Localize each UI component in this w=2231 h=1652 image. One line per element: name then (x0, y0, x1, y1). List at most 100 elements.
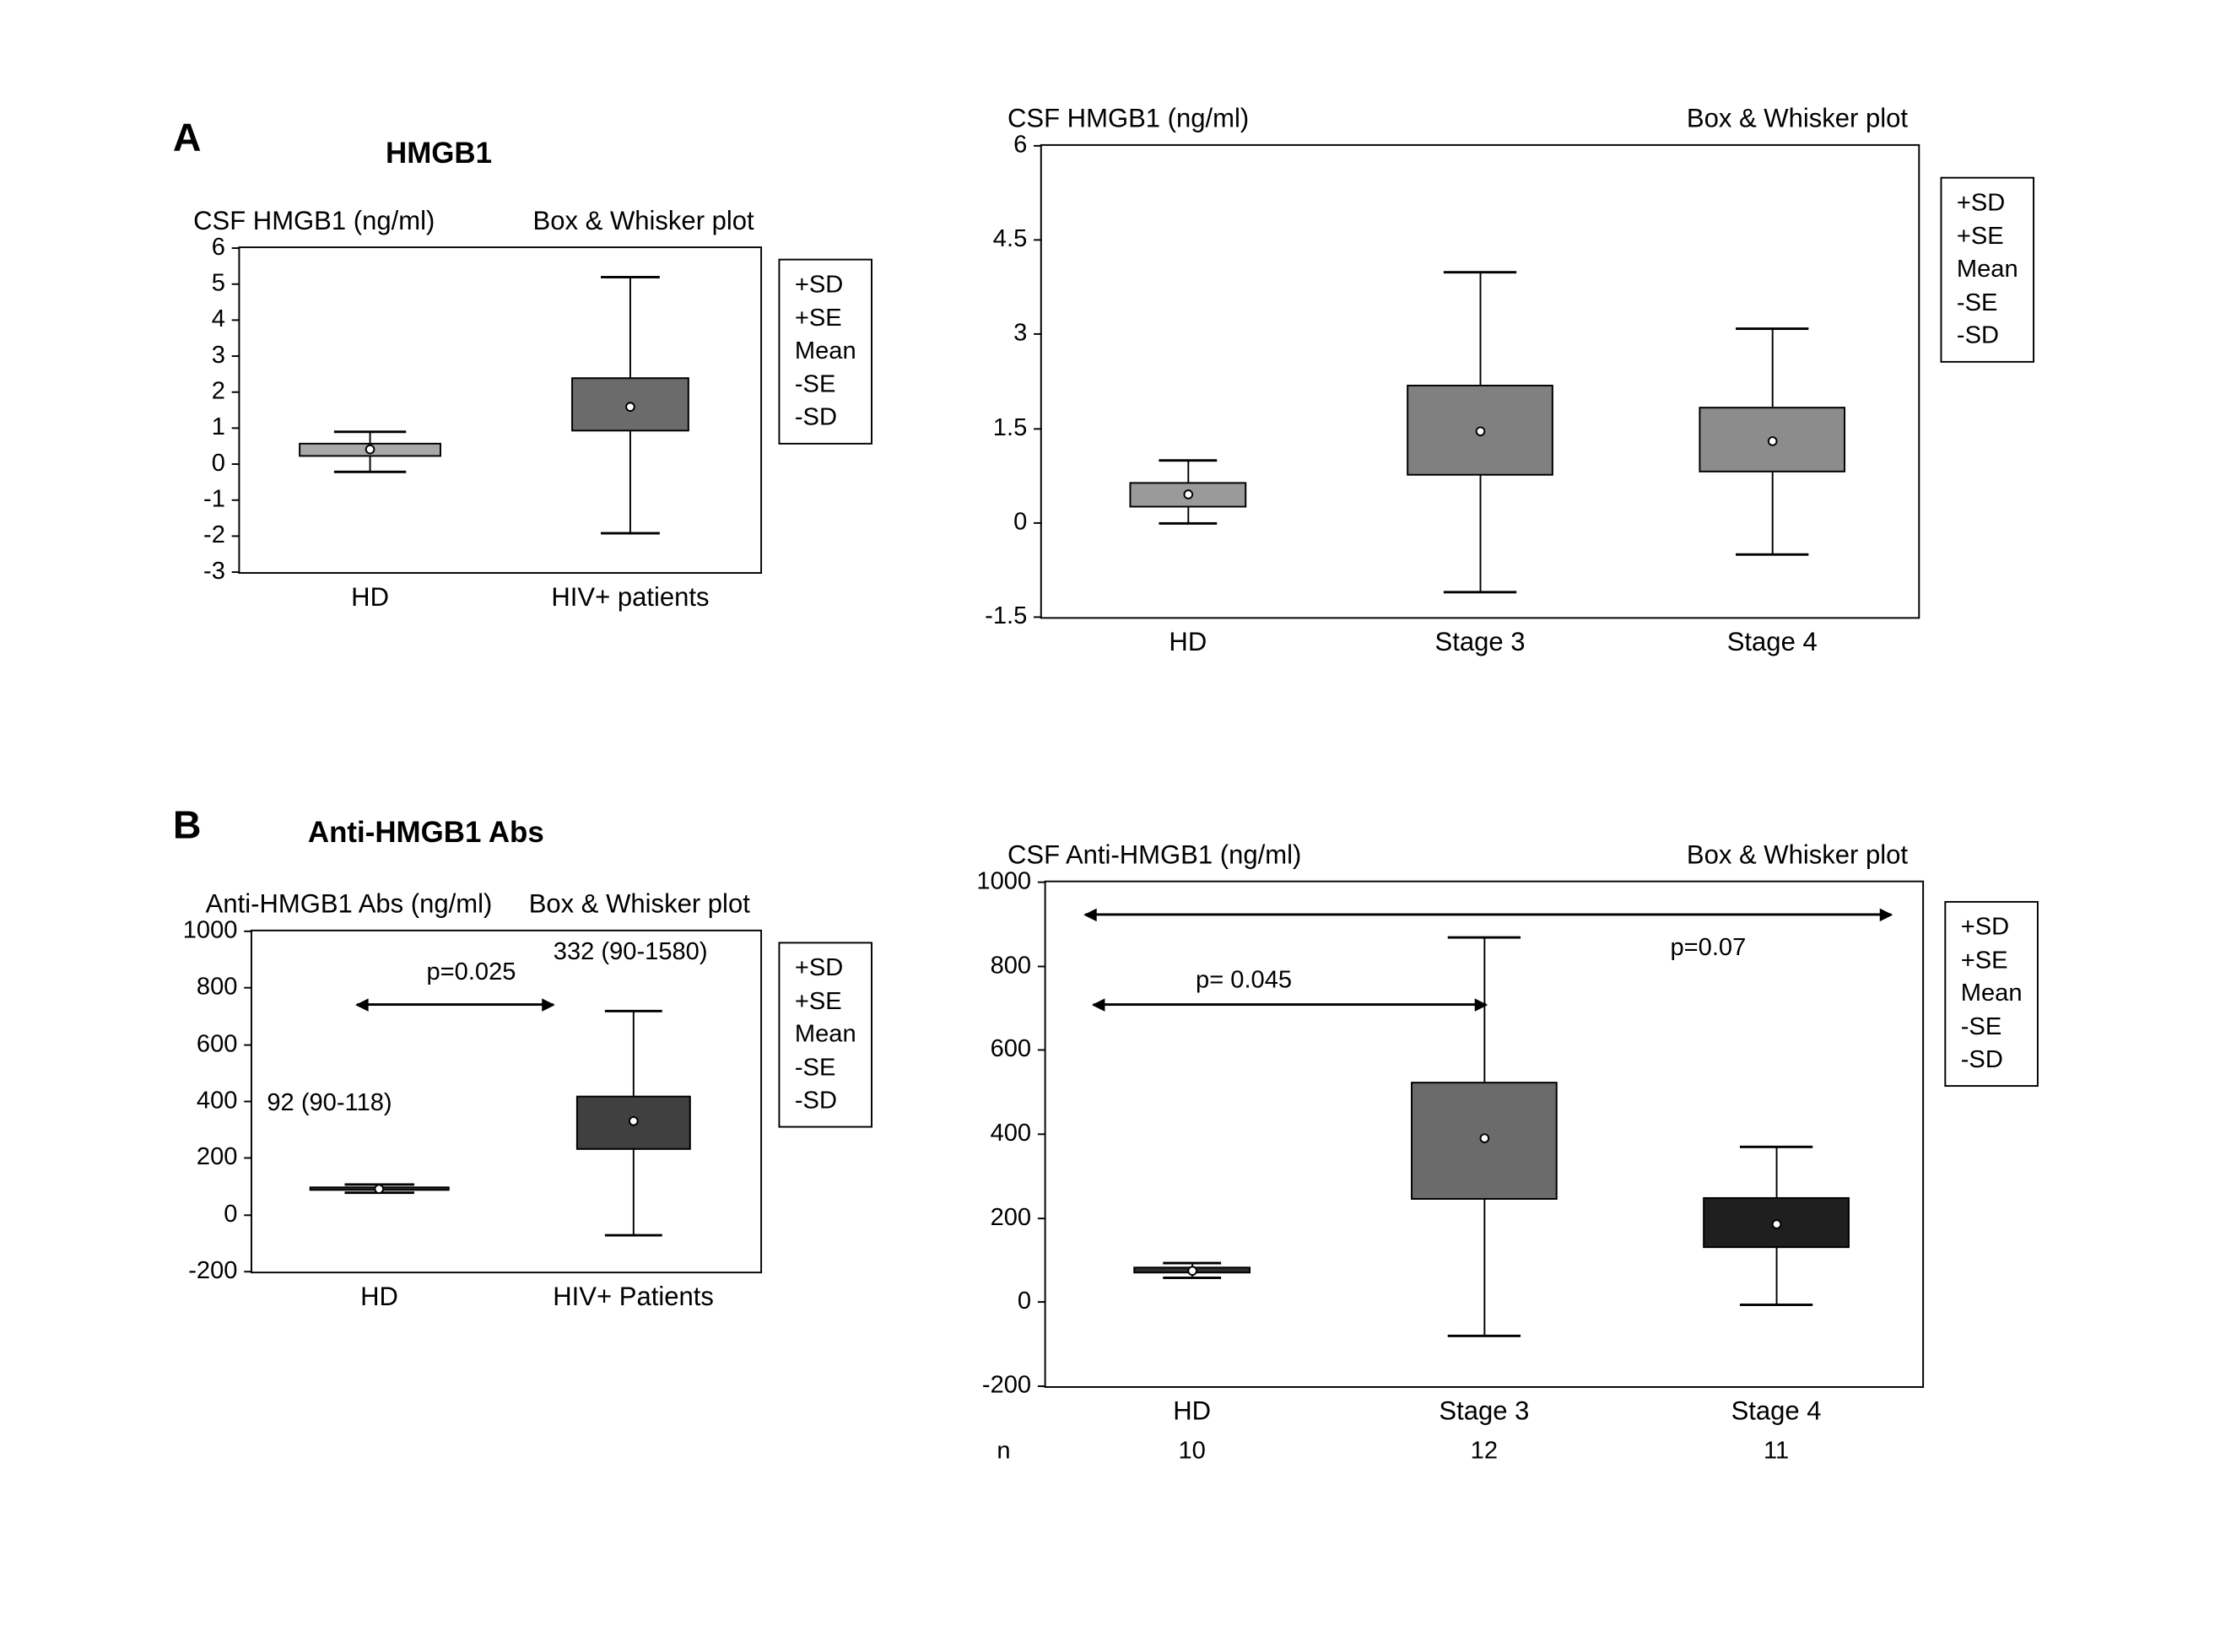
ytick-label: 1.5 (953, 414, 1027, 442)
ytick-label: 0 (164, 1201, 237, 1228)
ytick-label: 3 (152, 342, 225, 370)
b-left-ytitle: Anti-HMGB1 Abs (ng/ml) (206, 888, 493, 919)
ytick-label: 200 (958, 1203, 1031, 1231)
ytick-label: 800 (958, 952, 1031, 980)
ytick-label: 1000 (164, 916, 237, 944)
a-right-ytitle: CSF HMGB1 (ng/ml) (1007, 103, 1249, 133)
chart-a-left: -3-2-10123456HDHIV+ patients (238, 246, 762, 574)
b-left-p-annot: p=0.025 (426, 958, 516, 986)
ytick-label: -200 (958, 1372, 1031, 1400)
ytick-label: -200 (164, 1257, 237, 1285)
ytick-label: 600 (958, 1035, 1031, 1063)
ytick-label: 0 (953, 508, 1027, 536)
mean-marker (1767, 436, 1777, 446)
legend-a-left: +SD+SEMean-SE-SD (778, 259, 872, 445)
ytick-label: 800 (164, 974, 237, 1001)
ytick-label: 200 (164, 1143, 237, 1171)
n-value: 12 (1460, 1437, 1509, 1465)
legend-item: +SD (1961, 911, 2023, 944)
category-label: HD (272, 582, 468, 613)
n-value: 10 (1168, 1437, 1217, 1465)
mean-marker (629, 1116, 639, 1126)
ytick-label: -1 (152, 485, 225, 513)
b-left-hiv-annot: 332 (90-1580) (554, 938, 708, 966)
b-right-arrow-half (1094, 1003, 1486, 1006)
legend-b-right: +SD+SEMean-SE-SD (1944, 901, 2039, 1087)
b-right-p1: p= 0.045 (1196, 967, 1292, 995)
legend-item: -SD (1957, 319, 2018, 352)
chart-a-right: -1.501.534.56HDStage 3Stage 4 (1040, 144, 1920, 618)
ytick-label: 0 (152, 450, 225, 478)
legend-item: +SD (795, 952, 856, 985)
category-label: HIV+ Patients (535, 1282, 732, 1312)
ytick-label: 400 (164, 1087, 237, 1115)
legend-item: Mean (795, 335, 856, 368)
b-right-plottype: Box & Whisker plot (1687, 839, 1908, 870)
legend-b-left: +SD+SEMean-SE-SD (778, 942, 872, 1127)
legend-item: -SE (1957, 286, 2018, 319)
b-left-plottype: Box & Whisker plot (529, 888, 750, 919)
a-left-ytitle: CSF HMGB1 (ng/ml) (193, 206, 435, 236)
legend-item: -SE (1961, 1010, 2023, 1043)
mean-marker (365, 445, 375, 455)
b-right-ytitle: CSF Anti-HMGB1 (ng/ml) (1007, 839, 1301, 870)
mean-marker (375, 1184, 385, 1194)
b-left-arrow (357, 1003, 554, 1006)
ytick-label: 6 (152, 234, 225, 262)
panel-b-title: Anti-HMGB1 Abs (308, 815, 544, 850)
mean-marker (1183, 489, 1193, 499)
legend-item: Mean (1957, 253, 2018, 286)
ytick-label: 1 (152, 413, 225, 441)
category-label: Stage 3 (1386, 1396, 1583, 1427)
category-label: HD (1089, 627, 1286, 657)
ytick-label: 2 (152, 377, 225, 405)
category-label: HIV+ patients (532, 582, 729, 613)
a-left-plottype: Box & Whisker plot (533, 206, 754, 236)
ytick-label: -1.5 (953, 602, 1027, 630)
ytick-label: -2 (152, 521, 225, 549)
legend-item: -SD (1961, 1044, 2023, 1077)
category-label: HD (281, 1282, 478, 1312)
mean-marker (1771, 1220, 1781, 1230)
b-right-p2: p=0.07 (1670, 934, 1746, 962)
legend-item: +SE (1961, 944, 2023, 977)
ytick-label: 0 (958, 1288, 1031, 1315)
legend-a-right: +SD+SEMean-SE-SD (1941, 177, 2035, 363)
legend-item: +SE (1957, 220, 2018, 253)
b-right-arrow-full (1085, 913, 1891, 915)
ytick-label: 4 (152, 305, 225, 333)
legend-item: -SD (795, 1084, 856, 1117)
panel-a-title: HMGB1 (386, 136, 492, 170)
mean-marker (1479, 1133, 1489, 1143)
category-label: Stage 4 (1674, 627, 1871, 657)
legend-item: Mean (1961, 977, 2023, 1010)
panel-a-label: A (173, 116, 202, 160)
ytick-label: 600 (164, 1030, 237, 1058)
n-value: 11 (1752, 1437, 1801, 1465)
legend-item: -SE (795, 1051, 856, 1084)
legend-item: Mean (795, 1018, 856, 1051)
category-label: HD (1094, 1396, 1290, 1427)
n-row-label: n (997, 1437, 1010, 1465)
ytick-label: -3 (152, 558, 225, 586)
ytick-label: 400 (958, 1120, 1031, 1147)
b-left-hd-annot: 92 (90-118) (267, 1089, 392, 1117)
legend-item: +SD (1957, 186, 2018, 219)
ytick-label: 5 (152, 269, 225, 297)
ytick-label: 4.5 (953, 225, 1027, 253)
legend-item: +SD (795, 268, 856, 301)
ytick-label: 1000 (958, 867, 1031, 895)
chart-b-right: -20002004006008001000HDStage 3Stage 4n10… (1045, 881, 1924, 1388)
a-right-plottype: Box & Whisker plot (1687, 103, 1908, 133)
ytick-label: 3 (953, 320, 1027, 348)
legend-item: -SD (795, 401, 856, 434)
legend-item: +SE (795, 985, 856, 1018)
mean-marker (1475, 427, 1485, 437)
legend-item: -SE (795, 368, 856, 401)
ytick-label: 6 (953, 131, 1027, 159)
mean-marker (625, 402, 635, 412)
legend-item: +SE (795, 302, 856, 335)
category-label: Stage 3 (1382, 627, 1579, 657)
mean-marker (1187, 1266, 1197, 1276)
panel-b-label: B (173, 803, 202, 848)
